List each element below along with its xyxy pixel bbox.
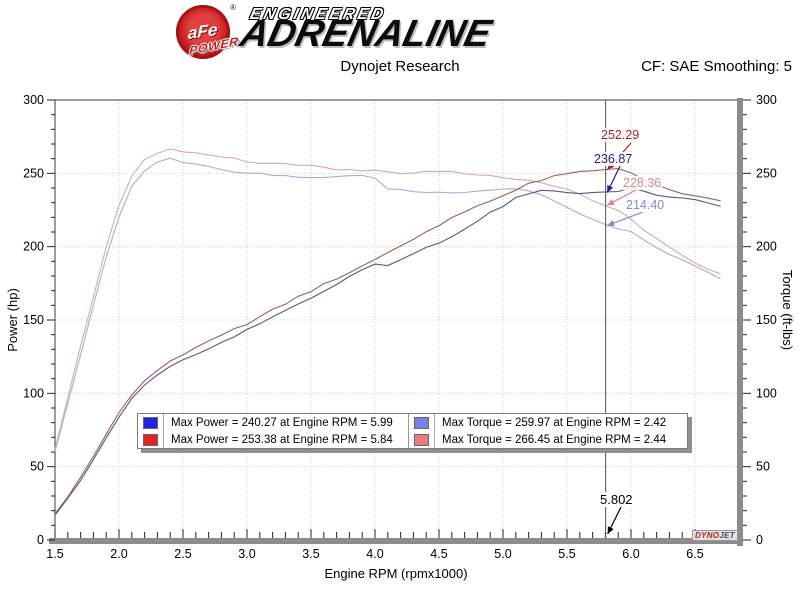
y-tick-label-left: 200 [23, 240, 44, 254]
readout-arrow-1-head [607, 184, 614, 193]
legend-item-torque-run1: Max Torque = 259.97 at Engine RPM = 2.42 [409, 414, 686, 431]
curve-torque-run-1 [54, 157, 721, 452]
legend-item-power-run1: Max Power = 240.27 at Engine RPM = 5.99 [138, 414, 408, 431]
x-tick-label: 3.5 [302, 547, 319, 561]
dynojet-logo: DYNOJET [692, 530, 738, 541]
legend-box: Max Power = 240.27 at Engine RPM = 5.99 … [137, 413, 688, 449]
power-run2-swatch [143, 433, 158, 446]
y-tick-label-right: 300 [756, 93, 777, 107]
x-tick-label: 2.5 [174, 547, 191, 561]
x-tick-label: 1.5 [46, 547, 63, 561]
y-tick-label-left: 250 [23, 166, 44, 180]
x-tick-label: 5.0 [494, 547, 511, 561]
readout-arrow-3-head [607, 220, 615, 227]
cursor-readout-power-run2: 252.29 [600, 128, 641, 142]
y-tick-label-right: 100 [756, 386, 777, 400]
dyno-plot-area: 1.5 2.0 2.5 3.0 3.5 4.0 4.5 5.0 5.5 6.0 6.5 0 0 50 50 1… [5, 93, 795, 581]
power-run1-swatch [143, 416, 158, 429]
smoothing-label: CF: SAE Smoothing: 5 [641, 58, 792, 75]
legend-label: Max Torque = 259.97 at Engine RPM = 2.42 [442, 416, 667, 429]
cursor-readout-torque-run1: 214.40 [625, 198, 666, 212]
torque-run2-swatch [414, 433, 429, 446]
x-tick-label: 3.0 [238, 547, 255, 561]
legend-label: Max Power = 253.38 at Engine RPM = 5.84 [171, 433, 393, 446]
y-tick-label-left: 150 [23, 313, 44, 327]
curve-power-run-1 [54, 187, 721, 516]
torque-run1-swatch [414, 416, 429, 429]
x-tick-label: 6.5 [686, 547, 703, 561]
y-tick-label-left: 50 [30, 460, 44, 474]
plot-frame-bottom-bar [49, 538, 743, 544]
x-axis-title: Engine RPM (rpmx1000) [324, 566, 467, 581]
y-axis-title-left: Power (hp) [5, 288, 20, 352]
y-tick-label-right: 50 [756, 460, 770, 474]
registered-mark: ® [230, 3, 236, 12]
x-tick-label: 6.0 [622, 547, 639, 561]
y-axis-title-right: Torque (ft-lbs) [780, 270, 795, 350]
cursor-readout-power-run1: 236.87 [593, 152, 634, 166]
readout-arrow-2-head [607, 199, 615, 206]
curve-power-run-2 [54, 168, 721, 514]
legend-torque-column: Max Torque = 259.97 at Engine RPM = 2.42… [408, 414, 686, 448]
x-tick-label: 2.0 [110, 547, 127, 561]
curve-torque-run-2 [54, 148, 721, 450]
y-tick-label-left: 300 [23, 93, 44, 107]
y-tick-label-right: 250 [756, 166, 777, 180]
legend-item-torque-run2: Max Torque = 266.45 at Engine RPM = 2.44 [409, 431, 686, 448]
plot-frame-right-bar [737, 98, 743, 546]
y-tick-label-left: 0 [37, 533, 44, 547]
adrenaline-text: ADRENALINE [236, 13, 496, 55]
chart-subtitle: Dynojet Research [340, 58, 460, 75]
x-tick-label: 5.5 [558, 547, 575, 561]
afe-power-logo: aFe [176, 5, 230, 59]
legend-label: Max Torque = 266.45 at Engine RPM = 2.44 [442, 433, 667, 446]
x-tick-label: 4.0 [366, 547, 383, 561]
y-tick-label-right: 200 [756, 240, 777, 254]
cursor-readout-torque-run2: 228.36 [622, 176, 663, 190]
y-tick-label-right: 0 [756, 533, 763, 547]
cursor-axis-arrow-head [607, 526, 614, 534]
cursor-rpm-label[interactable]: 5.802 [598, 492, 635, 507]
legend-power-column: Max Power = 240.27 at Engine RPM = 5.99 … [138, 414, 408, 448]
y-tick-label-right: 150 [756, 313, 777, 327]
x-tick-label: 4.5 [430, 547, 447, 561]
legend-item-power-run2: Max Power = 253.38 at Engine RPM = 5.84 [138, 431, 408, 448]
legend-label: Max Power = 240.27 at Engine RPM = 5.99 [171, 416, 393, 429]
y-tick-label-left: 100 [23, 386, 44, 400]
